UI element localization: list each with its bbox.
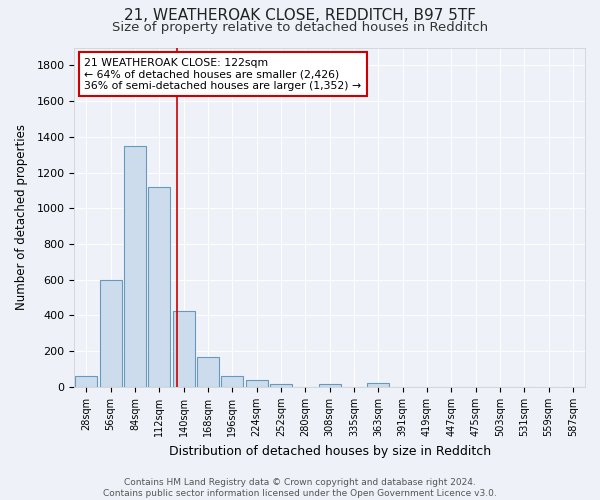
Bar xyxy=(270,384,292,387)
Bar xyxy=(197,356,219,387)
Text: 21 WEATHEROAK CLOSE: 122sqm
← 64% of detached houses are smaller (2,426)
36% of : 21 WEATHEROAK CLOSE: 122sqm ← 64% of det… xyxy=(85,58,362,91)
Y-axis label: Number of detached properties: Number of detached properties xyxy=(15,124,28,310)
Bar xyxy=(245,380,268,387)
X-axis label: Distribution of detached houses by size in Redditch: Distribution of detached houses by size … xyxy=(169,444,491,458)
Text: 21, WEATHEROAK CLOSE, REDDITCH, B97 5TF: 21, WEATHEROAK CLOSE, REDDITCH, B97 5TF xyxy=(124,8,476,22)
Bar xyxy=(124,146,146,387)
Text: Contains HM Land Registry data © Crown copyright and database right 2024.
Contai: Contains HM Land Registry data © Crown c… xyxy=(103,478,497,498)
Bar xyxy=(100,280,122,387)
Bar xyxy=(221,376,243,387)
Bar xyxy=(148,187,170,387)
Text: Size of property relative to detached houses in Redditch: Size of property relative to detached ho… xyxy=(112,21,488,34)
Bar xyxy=(319,384,341,387)
Bar xyxy=(76,376,97,387)
Bar xyxy=(173,311,194,387)
Bar xyxy=(367,384,389,387)
